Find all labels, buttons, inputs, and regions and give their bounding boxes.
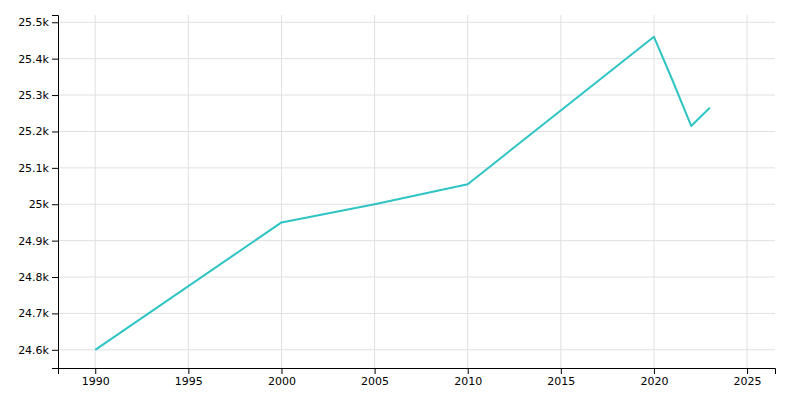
grid-line: [467, 15, 468, 368]
grid-line: [653, 15, 654, 368]
tick-mark: [52, 22, 58, 23]
grid-line: [560, 15, 561, 368]
tick: 2010: [454, 368, 482, 388]
tick-label: 24.9k: [18, 235, 49, 248]
tick-mark: [52, 350, 58, 351]
grid-line: [58, 22, 775, 23]
tick-mark: [52, 204, 58, 205]
tick-mark: [52, 168, 58, 169]
tick-mark: [747, 368, 748, 374]
grid-line: [58, 204, 775, 205]
tick: 24.6k: [18, 344, 58, 357]
tick-label: 25.2k: [18, 125, 49, 138]
grid-line: [58, 131, 775, 132]
tick-label: 25.4k: [18, 53, 49, 66]
tick: 2020: [640, 368, 668, 388]
tick-label: 25k: [29, 198, 50, 211]
tick-label: 2020: [640, 375, 668, 388]
tick-label: 2010: [454, 375, 482, 388]
chart: 1990199520002005201020152020202524.6k24.…: [0, 0, 800, 400]
grid-line: [58, 240, 775, 241]
tick: 25.3k: [18, 89, 58, 102]
tick-label: 1990: [82, 375, 110, 388]
series: [95, 37, 710, 350]
tick-label: 1995: [175, 375, 203, 388]
tick-label: 2025: [734, 375, 762, 388]
tick-mark: [52, 241, 58, 242]
grid-line: [58, 313, 775, 314]
tick: 25.1k: [18, 162, 58, 175]
tick-mark: [654, 368, 655, 374]
tick-mark: [52, 131, 58, 132]
tick-mark: [95, 368, 96, 374]
tick: 25.4k: [18, 53, 58, 66]
tick-mark: [52, 59, 58, 60]
grid-line: [188, 15, 189, 368]
tick: 24.8k: [18, 271, 58, 284]
tick-mark: [188, 368, 189, 374]
tick-label: 25.5k: [18, 16, 49, 29]
grid-line: [281, 15, 282, 368]
tick: 1990: [82, 368, 110, 388]
grid-line: [58, 95, 775, 96]
tick-mark: [52, 95, 58, 96]
grid-line: [747, 15, 748, 368]
grid-line: [374, 15, 375, 368]
tick: 24.9k: [18, 235, 58, 248]
grid-line: [58, 167, 775, 168]
tick-label: 24.6k: [18, 344, 49, 357]
tick-mark: [281, 368, 282, 374]
plot: 1990199520002005201020152020202524.6k24.…: [18, 15, 775, 388]
tick: 25.5k: [18, 16, 58, 29]
axis-line: [52, 16, 59, 369]
tick-mark: [375, 368, 376, 374]
tick: 2000: [268, 368, 296, 388]
tick-label: 2005: [361, 375, 389, 388]
tick-label: 24.8k: [18, 271, 49, 284]
tick-mark: [468, 368, 469, 374]
tick: 2005: [361, 368, 389, 388]
tick-label: 25.1k: [18, 162, 49, 175]
x-axis: 1990 1995 2000 2005 2010 2015 2020 2025: [59, 368, 776, 388]
axis-line: [59, 369, 776, 375]
line: [95, 37, 710, 350]
tick-mark: [52, 277, 58, 278]
y-axis: 24.6k 24.7k 24.8k 24.9k 25k 25.1k 25.2k 25.3k 25…: [18, 16, 58, 369]
grid: [58, 15, 775, 368]
tick-label: 2015: [547, 375, 575, 388]
tick: 25k: [29, 198, 58, 211]
tick-label: 25.3k: [18, 89, 49, 102]
grid-line: [58, 58, 775, 59]
grid-line: [58, 277, 775, 278]
grid-line: [95, 15, 96, 368]
tick: 25.2k: [18, 125, 58, 138]
tick: 2025: [734, 368, 762, 388]
grid-line: [58, 349, 775, 350]
tick: 24.7k: [18, 307, 58, 320]
tick-label: 24.7k: [18, 307, 49, 320]
tick: 1995: [175, 368, 203, 388]
tick: 2015: [547, 368, 575, 388]
tick-label: 2000: [268, 375, 296, 388]
tick-mark: [561, 368, 562, 374]
tick-mark: [52, 313, 58, 314]
